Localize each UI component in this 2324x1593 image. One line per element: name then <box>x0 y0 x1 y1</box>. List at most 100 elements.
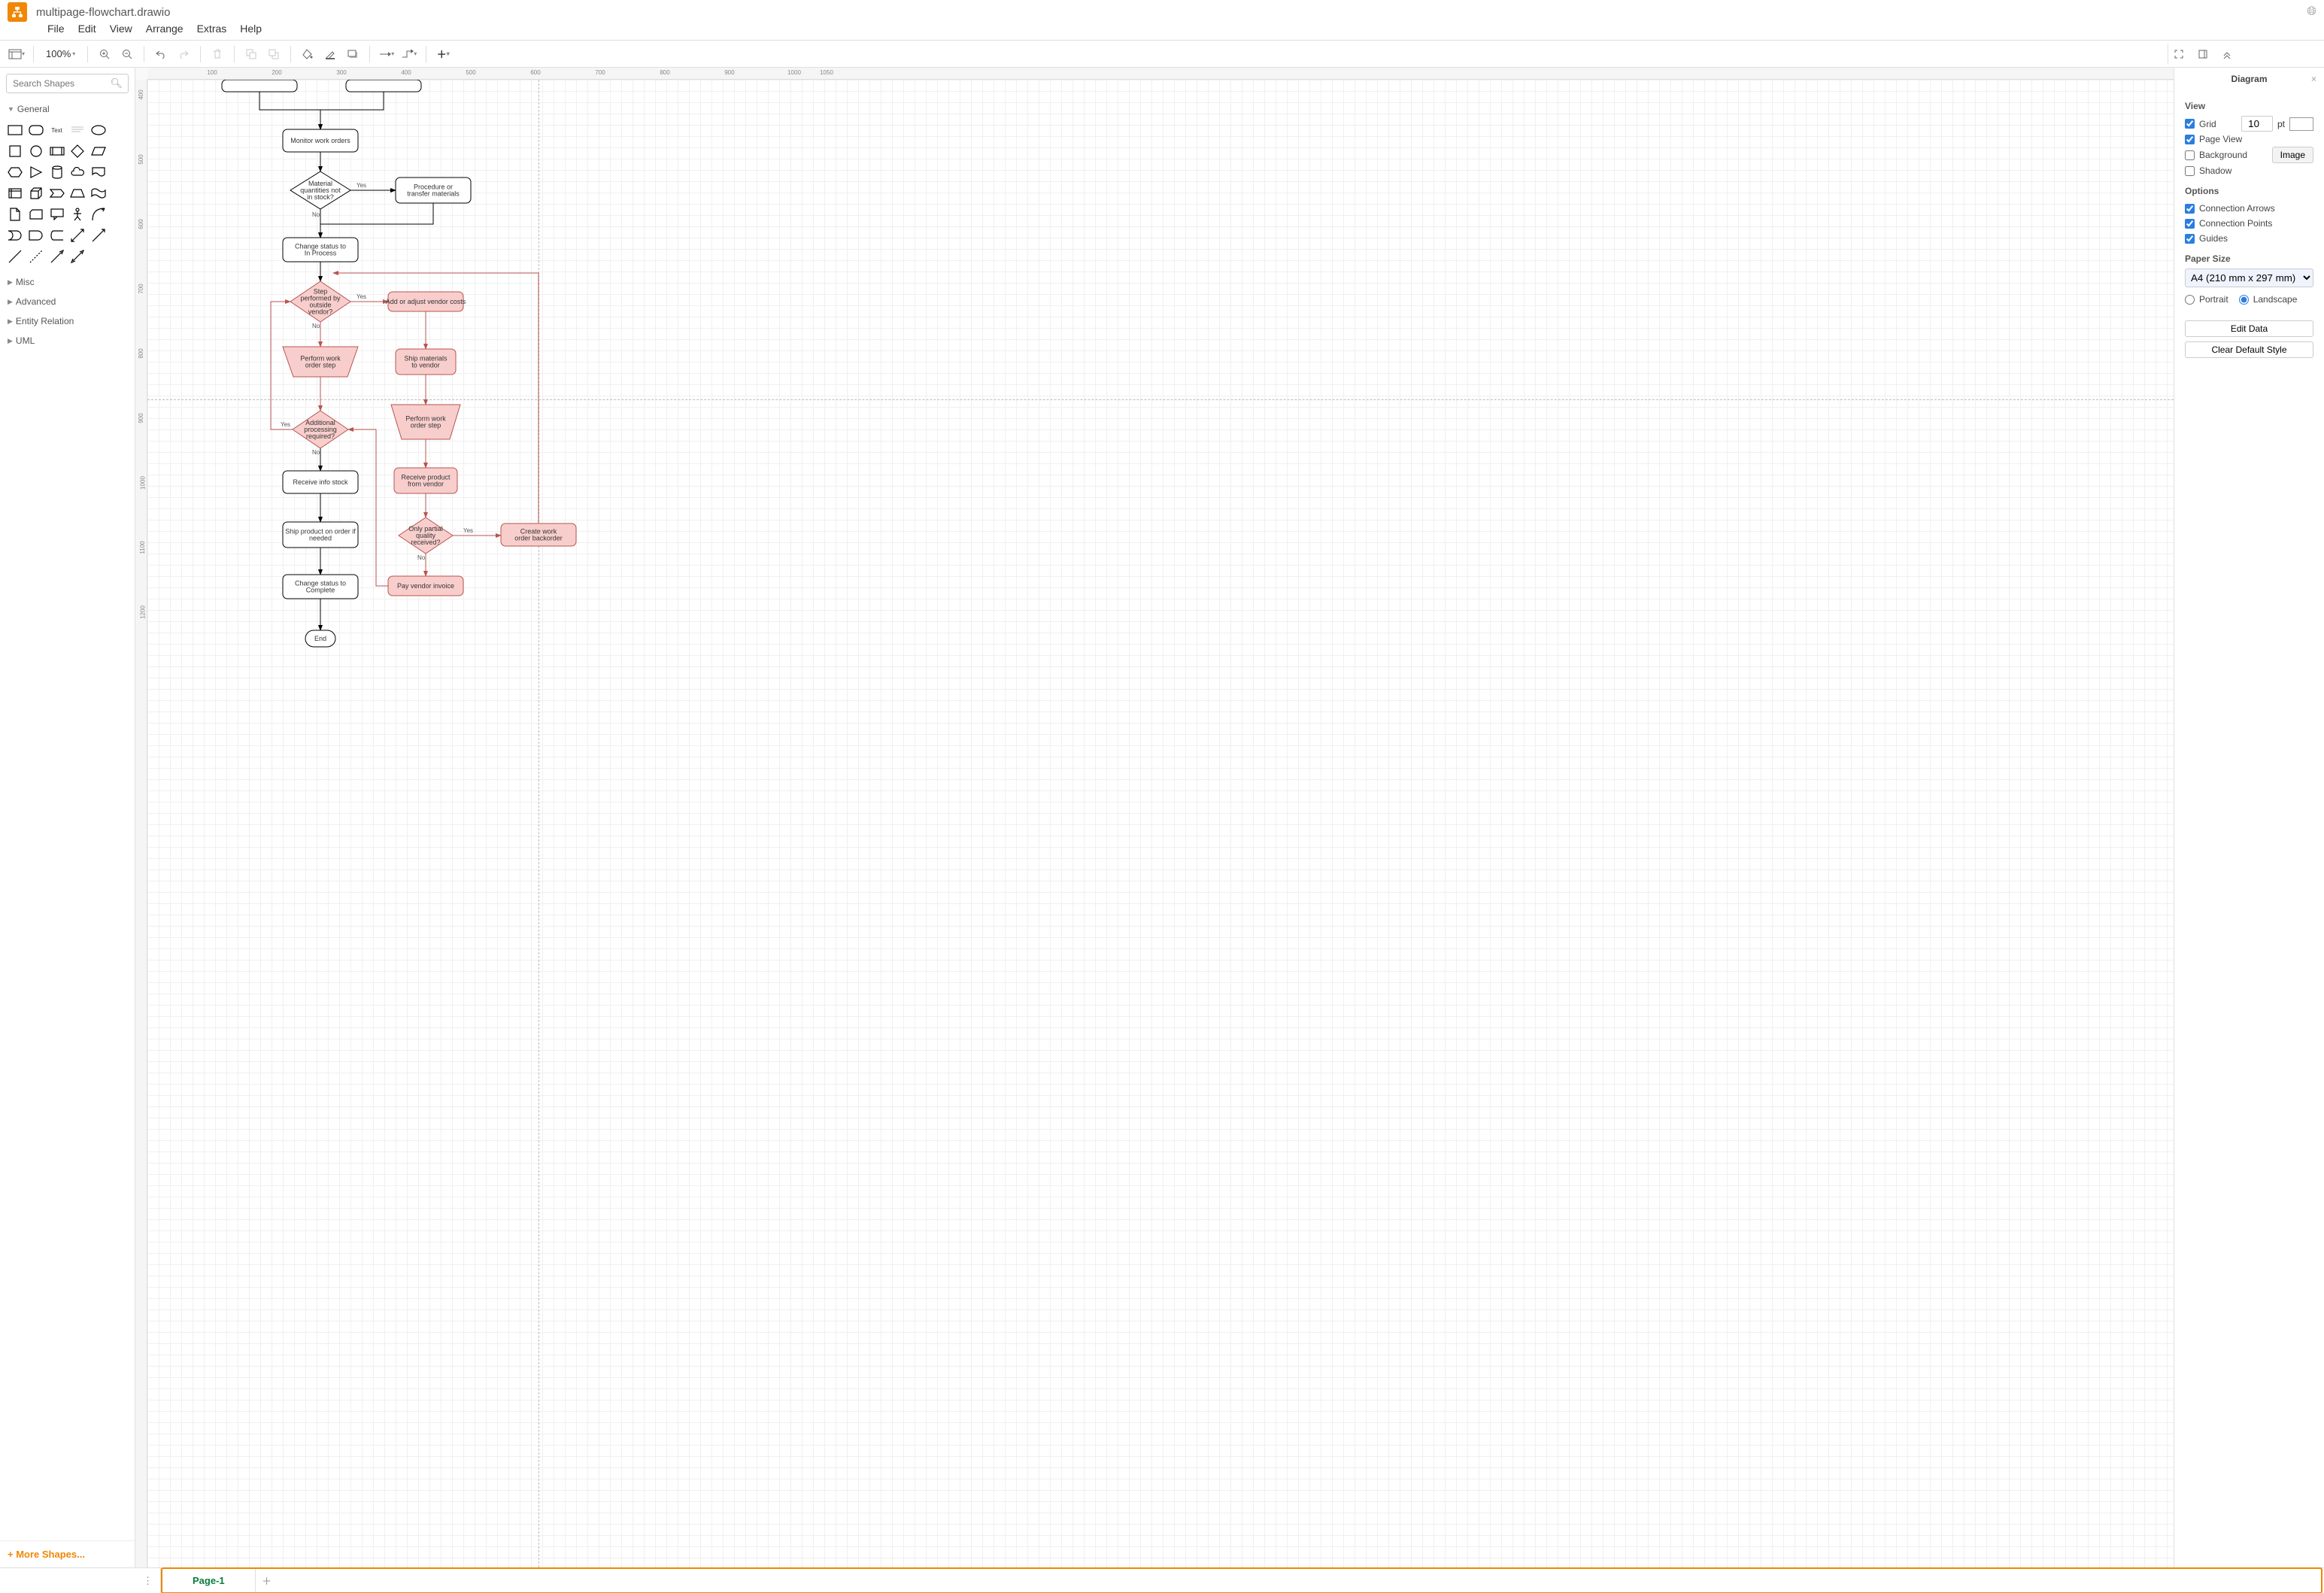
background-image-button[interactable]: Image <box>2272 147 2313 163</box>
shape-roundrect[interactable] <box>27 122 45 138</box>
shape-line[interactable] <box>6 248 24 265</box>
shape-line-arrow2[interactable] <box>69 248 87 265</box>
menu-edit[interactable]: Edit <box>71 20 103 37</box>
shape-cylinder[interactable] <box>48 164 66 181</box>
shape-and[interactable] <box>27 227 45 244</box>
shape-arrow[interactable] <box>90 227 108 244</box>
palette-section-advanced[interactable]: ▶Advanced <box>5 292 130 311</box>
fullscreen-button[interactable] <box>2168 44 2189 65</box>
format-panel-button[interactable] <box>2192 44 2213 65</box>
palette-section-general[interactable]: ▼General <box>5 99 130 119</box>
shape-document[interactable] <box>90 164 108 181</box>
menu-arrange[interactable]: Arrange <box>139 20 190 37</box>
shape-card[interactable] <box>27 206 45 223</box>
svg-text:required?: required? <box>306 432 335 440</box>
flowchart[interactable]: YesNoYesNoYesNoYesNoMonitor work ordersM… <box>147 80 839 666</box>
conn-points-checkbox[interactable] <box>2185 219 2195 229</box>
waypoint-button[interactable]: ▾ <box>399 44 420 65</box>
delete-button[interactable] <box>207 44 228 65</box>
collapse-button[interactable] <box>2216 44 2238 65</box>
tab-menu-button[interactable]: ⋮ <box>135 1568 161 1593</box>
shape-diamond[interactable] <box>69 143 87 159</box>
view-mode-button[interactable]: ▾ <box>6 44 27 65</box>
shape-curve[interactable] <box>90 206 108 223</box>
line-color-button[interactable] <box>320 44 341 65</box>
canvas[interactable]: YesNoYesNoYesNoYesNoMonitor work ordersM… <box>147 80 2174 1567</box>
shape-biarrow[interactable] <box>69 227 87 244</box>
shape-rect[interactable] <box>6 122 24 138</box>
menu-help[interactable]: Help <box>233 20 269 37</box>
page-tab-1[interactable]: Page-1 <box>162 1569 256 1592</box>
undo-button[interactable] <box>150 44 171 65</box>
language-icon[interactable]: 🌐︎ <box>2307 5 2316 19</box>
shape-blank5[interactable] <box>111 206 129 223</box>
shadow-checkbox[interactable] <box>2185 166 2195 176</box>
svg-text:in stock?: in stock? <box>307 193 334 201</box>
shape-line-arrow1[interactable] <box>48 248 66 265</box>
svg-text:Yes: Yes <box>281 421 290 428</box>
palette-section-entity[interactable]: ▶Entity Relation <box>5 311 130 331</box>
shape-actor[interactable] <box>69 206 87 223</box>
shape-datastore[interactable] <box>48 227 66 244</box>
edit-data-button[interactable]: Edit Data <box>2185 320 2313 337</box>
shape-blank3[interactable] <box>111 164 129 181</box>
shape-circle[interactable] <box>27 143 45 159</box>
shape-text[interactable]: Text <box>48 122 66 138</box>
shape-parallelogram[interactable] <box>90 143 108 159</box>
add-page-tab[interactable]: ＋ <box>256 1569 278 1592</box>
menu-file[interactable]: File <box>41 20 71 37</box>
shape-step[interactable] <box>48 185 66 202</box>
shape-callout[interactable] <box>48 206 66 223</box>
shape-tape[interactable] <box>90 185 108 202</box>
palette-section-misc[interactable]: ▶Misc <box>5 272 130 292</box>
shape-triangle[interactable] <box>27 164 45 181</box>
connection-button[interactable]: ▾ <box>376 44 397 65</box>
shape-trapezoid[interactable] <box>69 185 87 202</box>
menu-extras[interactable]: Extras <box>190 20 234 37</box>
shape-ellipse[interactable] <box>90 122 108 138</box>
shape-blank4[interactable] <box>111 185 129 202</box>
shadow-button[interactable] <box>342 44 363 65</box>
svg-text:transfer materials: transfer materials <box>407 190 460 198</box>
shape-note[interactable] <box>6 206 24 223</box>
zoom-level[interactable]: 100%▾ <box>40 48 81 59</box>
shape-cube[interactable] <box>27 185 45 202</box>
conn-arrows-checkbox[interactable] <box>2185 204 2195 214</box>
shape-dashline[interactable] <box>27 248 45 265</box>
zoom-in-button[interactable] <box>94 44 115 65</box>
landscape-radio[interactable] <box>2239 295 2249 305</box>
zoom-out-button[interactable] <box>117 44 138 65</box>
palette-section-uml[interactable]: ▶UML <box>5 331 130 350</box>
shape-hexagon[interactable] <box>6 164 24 181</box>
add-button[interactable]: ＋▾ <box>432 44 454 65</box>
panel-title: Diagram <box>2231 74 2267 84</box>
shape-blank6[interactable] <box>111 227 129 244</box>
svg-text:order backorder: order backorder <box>514 535 563 542</box>
shape-internal[interactable] <box>6 185 24 202</box>
clear-style-button[interactable]: Clear Default Style <box>2185 341 2313 358</box>
portrait-radio[interactable] <box>2185 295 2195 305</box>
shape-process[interactable] <box>48 143 66 159</box>
redo-button[interactable] <box>173 44 194 65</box>
to-front-button[interactable] <box>241 44 262 65</box>
grid-color-swatch[interactable] <box>2289 117 2313 131</box>
shape-or[interactable] <box>6 227 24 244</box>
background-checkbox[interactable] <box>2185 150 2195 160</box>
shape-cloud[interactable] <box>69 164 87 181</box>
shape-textbox[interactable] <box>69 122 87 138</box>
page-view-checkbox[interactable] <box>2185 135 2195 144</box>
menu-view[interactable]: View <box>103 20 139 37</box>
close-panel-icon[interactable]: × <box>2311 74 2316 84</box>
shape-square[interactable] <box>6 143 24 159</box>
grid-size-input[interactable] <box>2241 116 2273 132</box>
to-back-button[interactable] <box>263 44 284 65</box>
fill-color-button[interactable] <box>297 44 318 65</box>
guides-checkbox[interactable] <box>2185 234 2195 244</box>
paper-size-select[interactable]: A4 (210 mm x 297 mm) <box>2185 269 2313 287</box>
svg-text:vendor?: vendor? <box>308 308 333 316</box>
grid-checkbox[interactable] <box>2185 119 2195 129</box>
more-shapes-link[interactable]: + More Shapes... <box>8 1549 85 1560</box>
shape-blank2[interactable] <box>111 143 129 159</box>
shape-blank[interactable] <box>111 122 129 138</box>
document-title[interactable]: multipage-flowchart.drawio <box>36 6 170 19</box>
